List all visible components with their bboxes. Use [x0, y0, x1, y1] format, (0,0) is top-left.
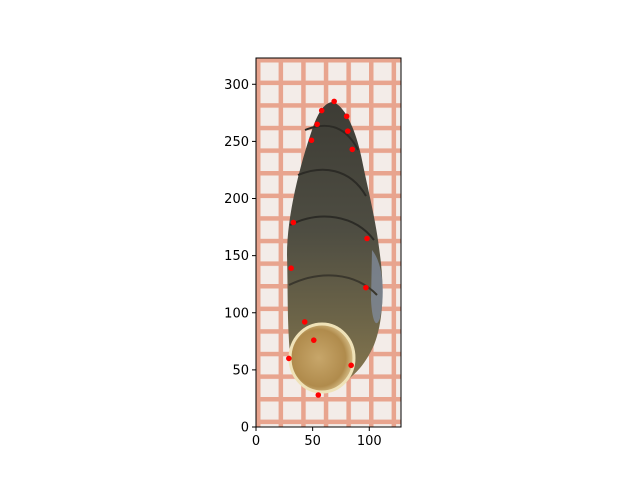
x-axis: 0 50 100: [252, 427, 382, 449]
scatter-points: [286, 98, 370, 398]
data-point-10: [288, 265, 294, 272]
data-point-15: [348, 362, 354, 369]
x-tick-label: 100: [357, 434, 382, 449]
y-tick-label: 250: [224, 135, 249, 150]
data-point-9: [364, 235, 370, 242]
background-photo: [256, 58, 401, 427]
data-point-16: [315, 392, 322, 398]
data-point-4: [314, 121, 320, 128]
data-point-12: [301, 319, 308, 325]
y-tick-label: 200: [224, 192, 249, 207]
y-tick-label: 300: [224, 78, 249, 93]
data-point-14: [286, 355, 292, 362]
y-tick-label: 150: [224, 249, 249, 264]
data-point-8: [290, 219, 297, 226]
data-point-2: [318, 107, 325, 114]
data-point-5: [344, 128, 351, 134]
x-tick-label: 0: [252, 434, 260, 449]
snail-shell-image: [287, 102, 383, 391]
data-point-11: [363, 284, 369, 291]
y-tick-label: 0: [241, 421, 249, 436]
y-axis: 0 50 100 150 200 250 300: [224, 78, 256, 436]
data-point-13: [310, 337, 317, 343]
data-point-6: [308, 137, 315, 144]
data-point-7: [349, 146, 356, 153]
plot-frame: [255, 57, 402, 428]
data-point-1: [331, 98, 337, 105]
x-tick-label: 50: [304, 434, 321, 449]
shell-aperture: [290, 324, 354, 392]
data-point-3: [343, 113, 350, 120]
y-tick-label: 50: [232, 363, 249, 378]
y-tick-label: 100: [224, 306, 249, 321]
